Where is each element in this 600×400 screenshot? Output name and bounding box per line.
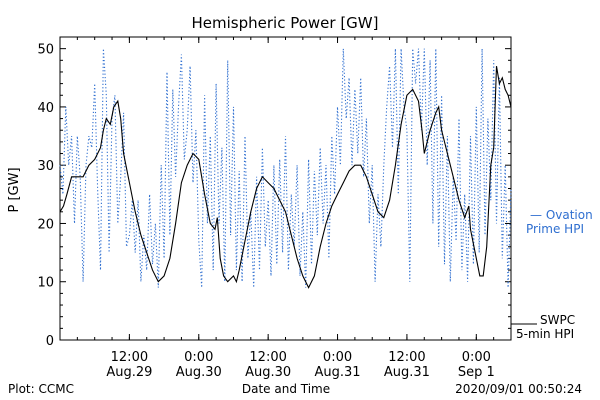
y-tick-label: 40 bbox=[37, 101, 54, 116]
x-tick-label-time: 0:00 bbox=[184, 350, 213, 365]
legend: — Ovation Prime HPI SWPC 5-min HPI bbox=[511, 208, 593, 341]
y-tick-label: 10 bbox=[37, 276, 54, 291]
footer-center: Date and Time bbox=[242, 382, 330, 396]
y-axis-label: P [GW] bbox=[7, 167, 22, 212]
x-ticks: 12:00Aug.290:00Aug.3012:00Aug.300:00Aug.… bbox=[59, 37, 512, 380]
x-tick-label-time: 12:00 bbox=[111, 350, 148, 365]
y-tick-label: 0 bbox=[46, 334, 54, 349]
legend-ovation-line1: — Ovation bbox=[530, 208, 593, 222]
x-tick-label-date: Aug.31 bbox=[384, 365, 430, 380]
footer-left: Plot: CCMC bbox=[8, 382, 74, 396]
series-group bbox=[59, 48, 512, 289]
y-tick-label: 20 bbox=[37, 217, 54, 232]
x-tick-label-date: Aug.29 bbox=[106, 365, 152, 380]
x-tick-label-date: Sep 1 bbox=[458, 365, 495, 380]
y-ticks: 0 10 20 30 40 50 bbox=[37, 36, 511, 349]
x-tick-label-time: 0:00 bbox=[462, 350, 491, 365]
chart-title: Hemispheric Power [GW] bbox=[192, 14, 379, 32]
legend-swpc-line1: SWPC bbox=[540, 313, 575, 327]
x-tick-label-time: 0:00 bbox=[323, 350, 352, 365]
legend-ovation-line2: Prime HPI bbox=[526, 222, 584, 236]
x-tick-label-date: Aug.31 bbox=[315, 365, 361, 380]
legend-swpc-line2: 5-min HPI bbox=[516, 327, 574, 341]
x-tick-label-time: 12:00 bbox=[249, 350, 286, 365]
x-tick-label-date: Aug.30 bbox=[245, 365, 291, 380]
series-swpc-5min-hpi bbox=[59, 66, 512, 289]
x-tick-label-time: 12:00 bbox=[388, 350, 425, 365]
series-ovation-prime-hpi bbox=[59, 48, 512, 288]
footer-right: 2020/09/01 00:50:24 bbox=[455, 382, 582, 396]
y-tick-label: 50 bbox=[37, 43, 54, 58]
x-tick-label-date: Aug.30 bbox=[176, 365, 222, 380]
y-tick-label: 30 bbox=[37, 159, 54, 174]
